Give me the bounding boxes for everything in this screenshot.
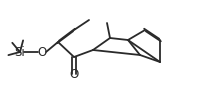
Text: Si: Si — [15, 45, 25, 59]
Text: O: O — [37, 45, 47, 59]
Text: O: O — [69, 68, 79, 80]
